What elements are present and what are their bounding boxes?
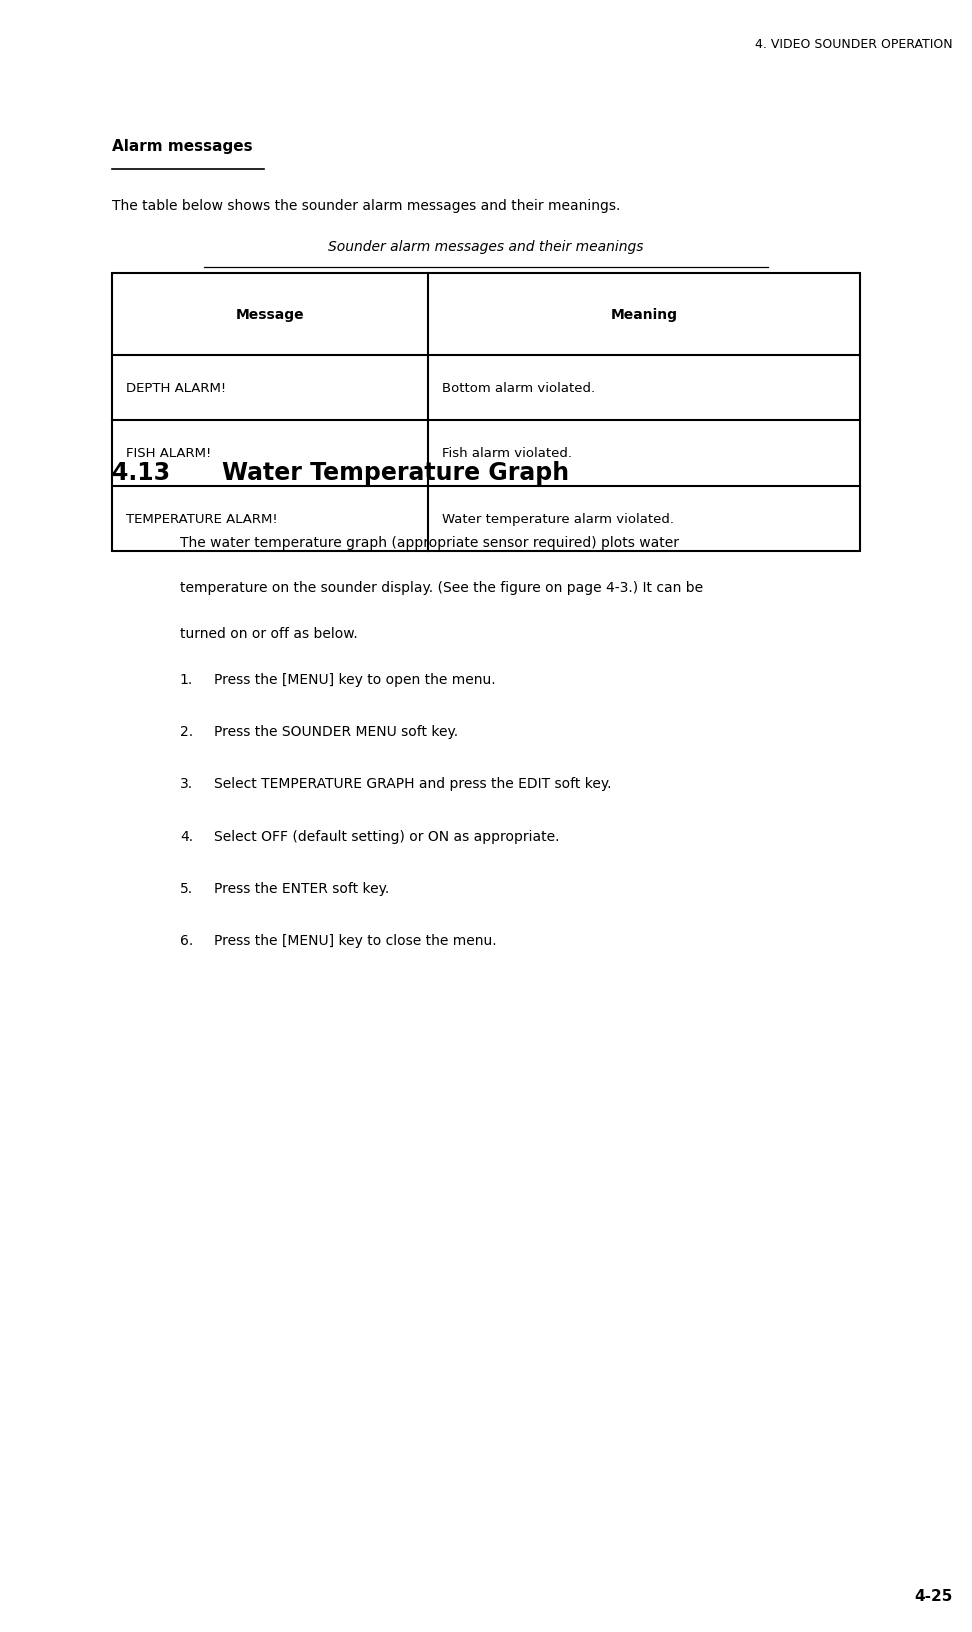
Text: Press the SOUNDER MENU soft key.: Press the SOUNDER MENU soft key. — [214, 725, 458, 739]
Text: temperature on the sounder display. (See the figure on page 4-3.) It can be: temperature on the sounder display. (See… — [180, 581, 703, 596]
Text: Message: Message — [235, 308, 304, 322]
Text: turned on or off as below.: turned on or off as below. — [180, 627, 358, 641]
Text: 2.: 2. — [180, 725, 193, 739]
Text: Sounder alarm messages and their meanings: Sounder alarm messages and their meaning… — [329, 240, 643, 255]
Text: Water Temperature Graph: Water Temperature Graph — [222, 460, 569, 485]
Text: 4. VIDEO SOUNDER OPERATION: 4. VIDEO SOUNDER OPERATION — [755, 38, 953, 51]
Text: 3.: 3. — [180, 777, 193, 792]
Text: Press the ENTER soft key.: Press the ENTER soft key. — [214, 881, 389, 896]
Text: Alarm messages: Alarm messages — [112, 139, 253, 153]
Text: Water temperature alarm violated.: Water temperature alarm violated. — [442, 512, 675, 526]
Text: Select OFF (default setting) or ON as appropriate.: Select OFF (default setting) or ON as ap… — [214, 829, 559, 844]
Text: FISH ALARM!: FISH ALARM! — [126, 447, 212, 460]
Text: Select TEMPERATURE GRAPH and press the EDIT soft key.: Select TEMPERATURE GRAPH and press the E… — [214, 777, 611, 792]
Text: Fish alarm violated.: Fish alarm violated. — [442, 447, 573, 460]
Bar — [112, 274, 860, 552]
Text: DEPTH ALARM!: DEPTH ALARM! — [126, 382, 226, 395]
Text: 4.13: 4.13 — [112, 460, 170, 485]
Text: The table below shows the sounder alarm messages and their meanings.: The table below shows the sounder alarm … — [112, 199, 620, 214]
Text: 5.: 5. — [180, 881, 193, 896]
Text: 4.: 4. — [180, 829, 193, 844]
Text: TEMPERATURE ALARM!: TEMPERATURE ALARM! — [126, 512, 278, 526]
Text: 4-25: 4-25 — [915, 1588, 953, 1603]
Text: 6.: 6. — [180, 934, 193, 948]
Text: Press the [MENU] key to close the menu.: Press the [MENU] key to close the menu. — [214, 934, 497, 948]
Text: Press the [MENU] key to open the menu.: Press the [MENU] key to open the menu. — [214, 672, 496, 687]
Text: Meaning: Meaning — [610, 308, 677, 322]
Text: The water temperature graph (appropriate sensor required) plots water: The water temperature graph (appropriate… — [180, 535, 678, 550]
Text: 1.: 1. — [180, 672, 193, 687]
Text: Bottom alarm violated.: Bottom alarm violated. — [442, 382, 596, 395]
